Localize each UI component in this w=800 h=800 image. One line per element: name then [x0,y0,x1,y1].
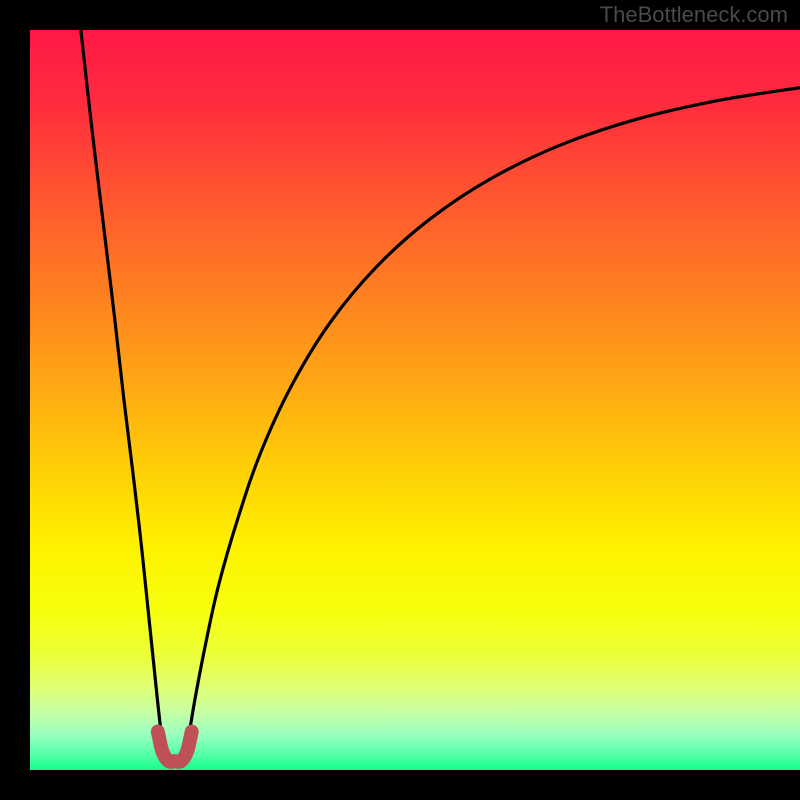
bottleneck-curve [30,30,800,770]
plot-area [30,30,800,770]
curve-right-branch [184,88,800,761]
chart-container: TheBottleneck.com [0,0,800,800]
watermark-text: TheBottleneck.com [600,2,788,28]
minimum-marker [158,732,192,762]
curve-left-branch [81,30,166,761]
